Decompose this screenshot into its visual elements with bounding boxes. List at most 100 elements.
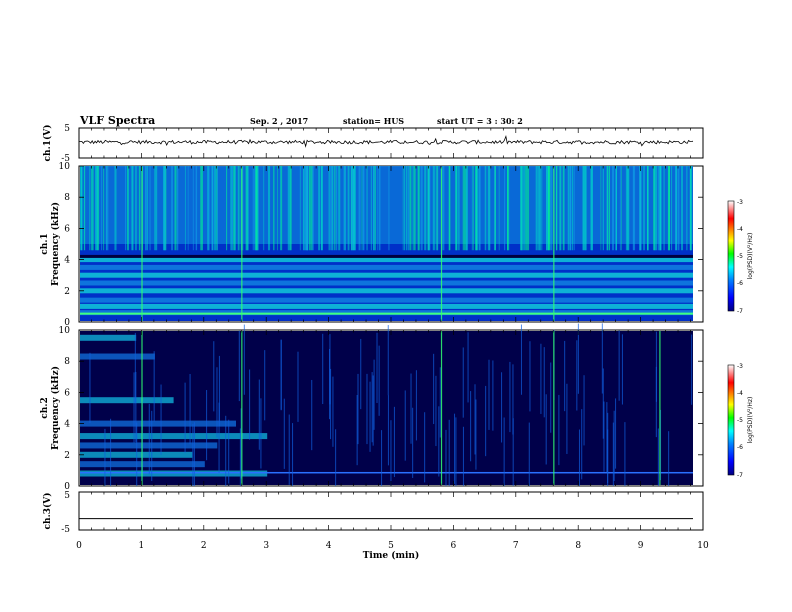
ch1-sferic-streak (427, 166, 430, 251)
ch1-sferic-streak (338, 166, 341, 251)
ch2-sferic-streak (462, 426, 464, 486)
ch1-cb-tick-5: -5 (737, 253, 743, 260)
ch2-sferic-streak (243, 324, 245, 395)
ch2-sferic-streak (292, 423, 294, 486)
ch2-cb-tick-5: -5 (737, 417, 743, 424)
ch1-sferic-streak (639, 166, 642, 251)
ch2-sferic-streak (543, 347, 545, 418)
ch1-sferic-streak (303, 166, 304, 251)
ch1-sferic-streak (464, 166, 466, 251)
ch1-sferic-streak (207, 166, 210, 251)
ch2-sferic-streak (435, 375, 437, 447)
ch2-sferic-streak (240, 408, 242, 479)
ch1-sferic-streak (449, 166, 451, 251)
ch1-sferic-streak (164, 166, 167, 251)
ch2-sferic-streak (189, 373, 191, 445)
ch1-sferic-streak (404, 166, 406, 251)
ch1-sferic-streak (95, 166, 97, 251)
ch1-ytick-bottom: -5 (61, 154, 70, 164)
ch1-sferic-streak (328, 166, 330, 251)
ch1-sferic-streak (335, 166, 338, 251)
ch1-sferic-streak (330, 166, 333, 251)
ch1-sferic-streak (608, 166, 610, 251)
ch1-sferic-streak (84, 166, 86, 251)
ch1-sferic-streak (277, 166, 278, 251)
ch1-sferic-streak (80, 166, 83, 251)
ch1-sferic-streak (176, 166, 179, 251)
ch2-sferic-streak (390, 420, 392, 486)
ch2-sferic-streak (655, 366, 657, 438)
ch1-sferic-streak (377, 166, 378, 251)
spec1-event-line (553, 167, 555, 321)
ch1-sferic-streak (114, 166, 117, 251)
ch2-sferic-streak (433, 353, 435, 425)
ch2-sferic-streak (332, 376, 334, 447)
ch3-ytick-bottom: -5 (61, 525, 70, 535)
time-tick-label: 10 (697, 541, 709, 551)
ch1-sferic-streak (508, 166, 510, 251)
ch2-sferic-streak (378, 345, 380, 416)
ch1-band (80, 257, 693, 263)
ch1-colorbar-label: log(PSD)(V²/Hz) (747, 233, 754, 280)
ch2-sferic-streak (410, 373, 412, 444)
ch1-cb-tick-3: -3 (737, 199, 743, 206)
spec2-background (80, 331, 693, 485)
ch1-sferic-streak (409, 166, 412, 251)
ch1-sferic-streak (406, 166, 408, 251)
ch2-sferic-streak (566, 383, 568, 454)
spec-ytick-label: 4 (64, 256, 70, 266)
ch2-sferic-streak (424, 412, 426, 483)
ch2-sferic-streak (474, 384, 476, 455)
ch2-sferic-streak (89, 352, 91, 424)
ch1-sferic-streak (145, 166, 148, 251)
ch1-sferic-streak (128, 166, 129, 251)
spec-ytick-label: 2 (64, 287, 70, 297)
ch1-sferic-streak (550, 166, 553, 251)
ch1-sferic-streak (591, 166, 593, 251)
ch2-sferic-streak (528, 422, 530, 486)
ch1-sferic-streak (135, 166, 137, 251)
ch3-ytick-top: 5 (64, 491, 70, 501)
ch2-sferic-streak (134, 332, 136, 404)
station-label: station= HUS (343, 116, 404, 126)
ch1-sferic-streak (95, 166, 98, 251)
ch1-sferic-streak (289, 166, 291, 251)
ch1-sferic-streak (655, 166, 658, 251)
ch1-sferic-streak (287, 166, 290, 251)
ch1-low-line (80, 312, 693, 315)
ch1-band (80, 264, 693, 270)
time-tick-label: 4 (326, 541, 332, 551)
time-tick-label: 3 (263, 541, 269, 551)
ch2-sferic-streak (577, 323, 579, 394)
ch1-sferic-streak (333, 166, 335, 251)
ch2-sferic-streak (110, 418, 112, 486)
ch1-sferic-streak (402, 166, 404, 251)
ch2-sferic-streak (218, 355, 220, 427)
ch1-sferic-streak (216, 166, 218, 251)
ch2-spectrogram-ylabel: Frequency (kHz) (50, 366, 61, 450)
ch1-colorbar: -3 -4 -5 -6 -7 log(PSD)(V²/Hz) (727, 199, 754, 315)
ch2-sferic-streak (415, 370, 417, 441)
ch2-sferic-streak (691, 334, 693, 405)
ch2-sferic-streak (576, 340, 578, 411)
ch1-sferic-streak (105, 166, 107, 251)
ch1-sferic-streak (643, 166, 645, 251)
ch1-sferic-streak (226, 166, 228, 251)
ch2-sferic-streak (512, 418, 514, 486)
ch1-sferic-streak (471, 166, 473, 251)
ch1-sferic-streak (484, 166, 487, 251)
time-axis-ticks (78, 128, 704, 530)
ch1-sferic-streak (147, 166, 149, 251)
ch1-sferic-streak (263, 166, 265, 251)
ch1-sferic-streak (344, 166, 346, 251)
time-tick-label: 6 (451, 541, 457, 551)
ch2-sferic-streak (249, 369, 251, 440)
ch1-sferic-streak (567, 166, 570, 251)
ch1-sferic-streak (344, 166, 346, 251)
ch2-sferic-streak (668, 431, 670, 486)
ch1-band (80, 303, 693, 309)
ch1-sferic-streak (585, 166, 587, 251)
ch1-sferic-streak (280, 166, 283, 251)
ch1-sferic-streak (308, 166, 311, 251)
ch1-sferic-streak (619, 166, 621, 251)
